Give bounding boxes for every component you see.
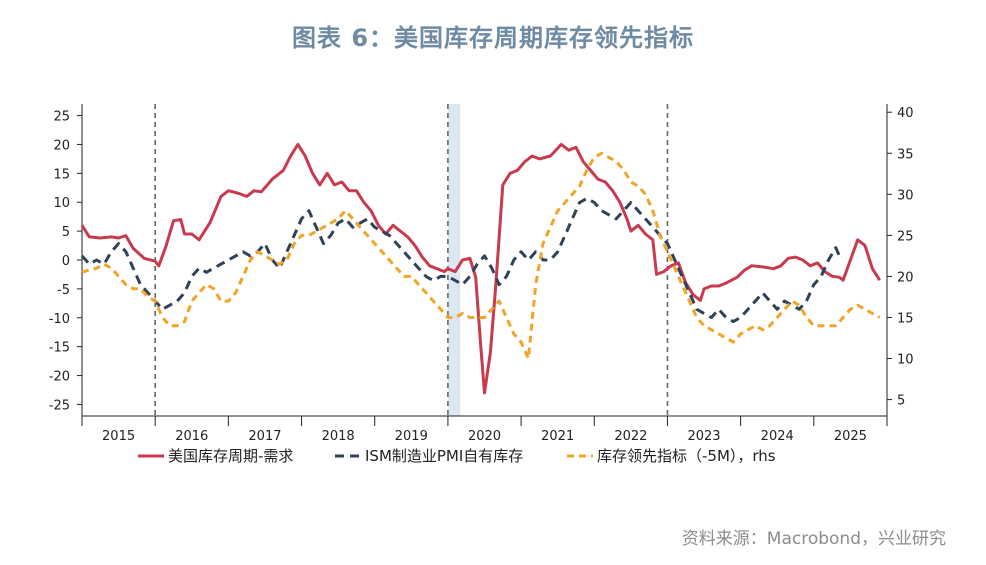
x-tick-label: 2018 (322, 429, 355, 444)
left-tick-label: 20 (53, 138, 70, 153)
right-tick-label: 10 (897, 353, 914, 368)
left-tick-label: 25 (53, 110, 70, 125)
legend-label-2: 库存领先指标（-5M），rhs (597, 447, 776, 465)
left-tick-label: 10 (53, 196, 70, 211)
source-note: 资料来源：Macrobond，兴业研究 (681, 529, 946, 549)
left-tick-label: -25 (49, 398, 70, 413)
legend-label-0: 美国库存周期-需求 (168, 447, 293, 465)
x-tick-label: 2019 (395, 429, 428, 444)
left-tick-label: -5 (57, 283, 70, 298)
x-tick-label: 2022 (614, 429, 647, 444)
x-tick-label: 2015 (102, 429, 135, 444)
x-tick-label: 2017 (248, 429, 281, 444)
right-tick-label: 40 (897, 106, 914, 121)
series-line-0 (80, 142, 881, 395)
legend: 美国库存周期-需求 ISM制造业PMI自有库存 库存领先指标（-5M），rhs (138, 447, 776, 465)
right-tick-label: 30 (897, 188, 914, 203)
x-tick-label: 2016 (175, 429, 208, 444)
left-tick-label: 0 (62, 254, 70, 269)
event-vlines (154, 104, 669, 416)
series-layer (80, 142, 881, 395)
x-tick-label: 2020 (468, 429, 501, 444)
recession-band (447, 104, 461, 416)
left-tick-label: 15 (53, 167, 70, 182)
series-line-2 (81, 151, 881, 360)
right-tick-label: 15 (897, 311, 914, 326)
x-tick-label: 2021 (541, 429, 574, 444)
right-tick-label: 25 (897, 229, 914, 244)
series-line-1 (80, 196, 841, 324)
right-tick-label: 5 (897, 394, 905, 409)
x-tick-label: 2024 (761, 429, 794, 444)
right-tick-label: 20 (897, 270, 914, 285)
x-tick-label: 2025 (834, 429, 867, 444)
legend-label-1: ISM制造业PMI自有库存 (365, 447, 523, 465)
right-tick-label: 35 (897, 147, 914, 162)
left-tick-label: -20 (49, 370, 70, 385)
left-tick-label: 5 (62, 225, 70, 240)
x-tick-label: 2023 (687, 429, 720, 444)
left-tick-label: -15 (49, 341, 70, 356)
left-tick-label: -10 (49, 312, 70, 327)
axes: 2520151050-5-10-15-20-254035302520151052… (49, 104, 914, 444)
chart-title: 图表 6：美国库存周期库存领先指标 (291, 24, 695, 52)
recession-band-layer (447, 104, 461, 416)
